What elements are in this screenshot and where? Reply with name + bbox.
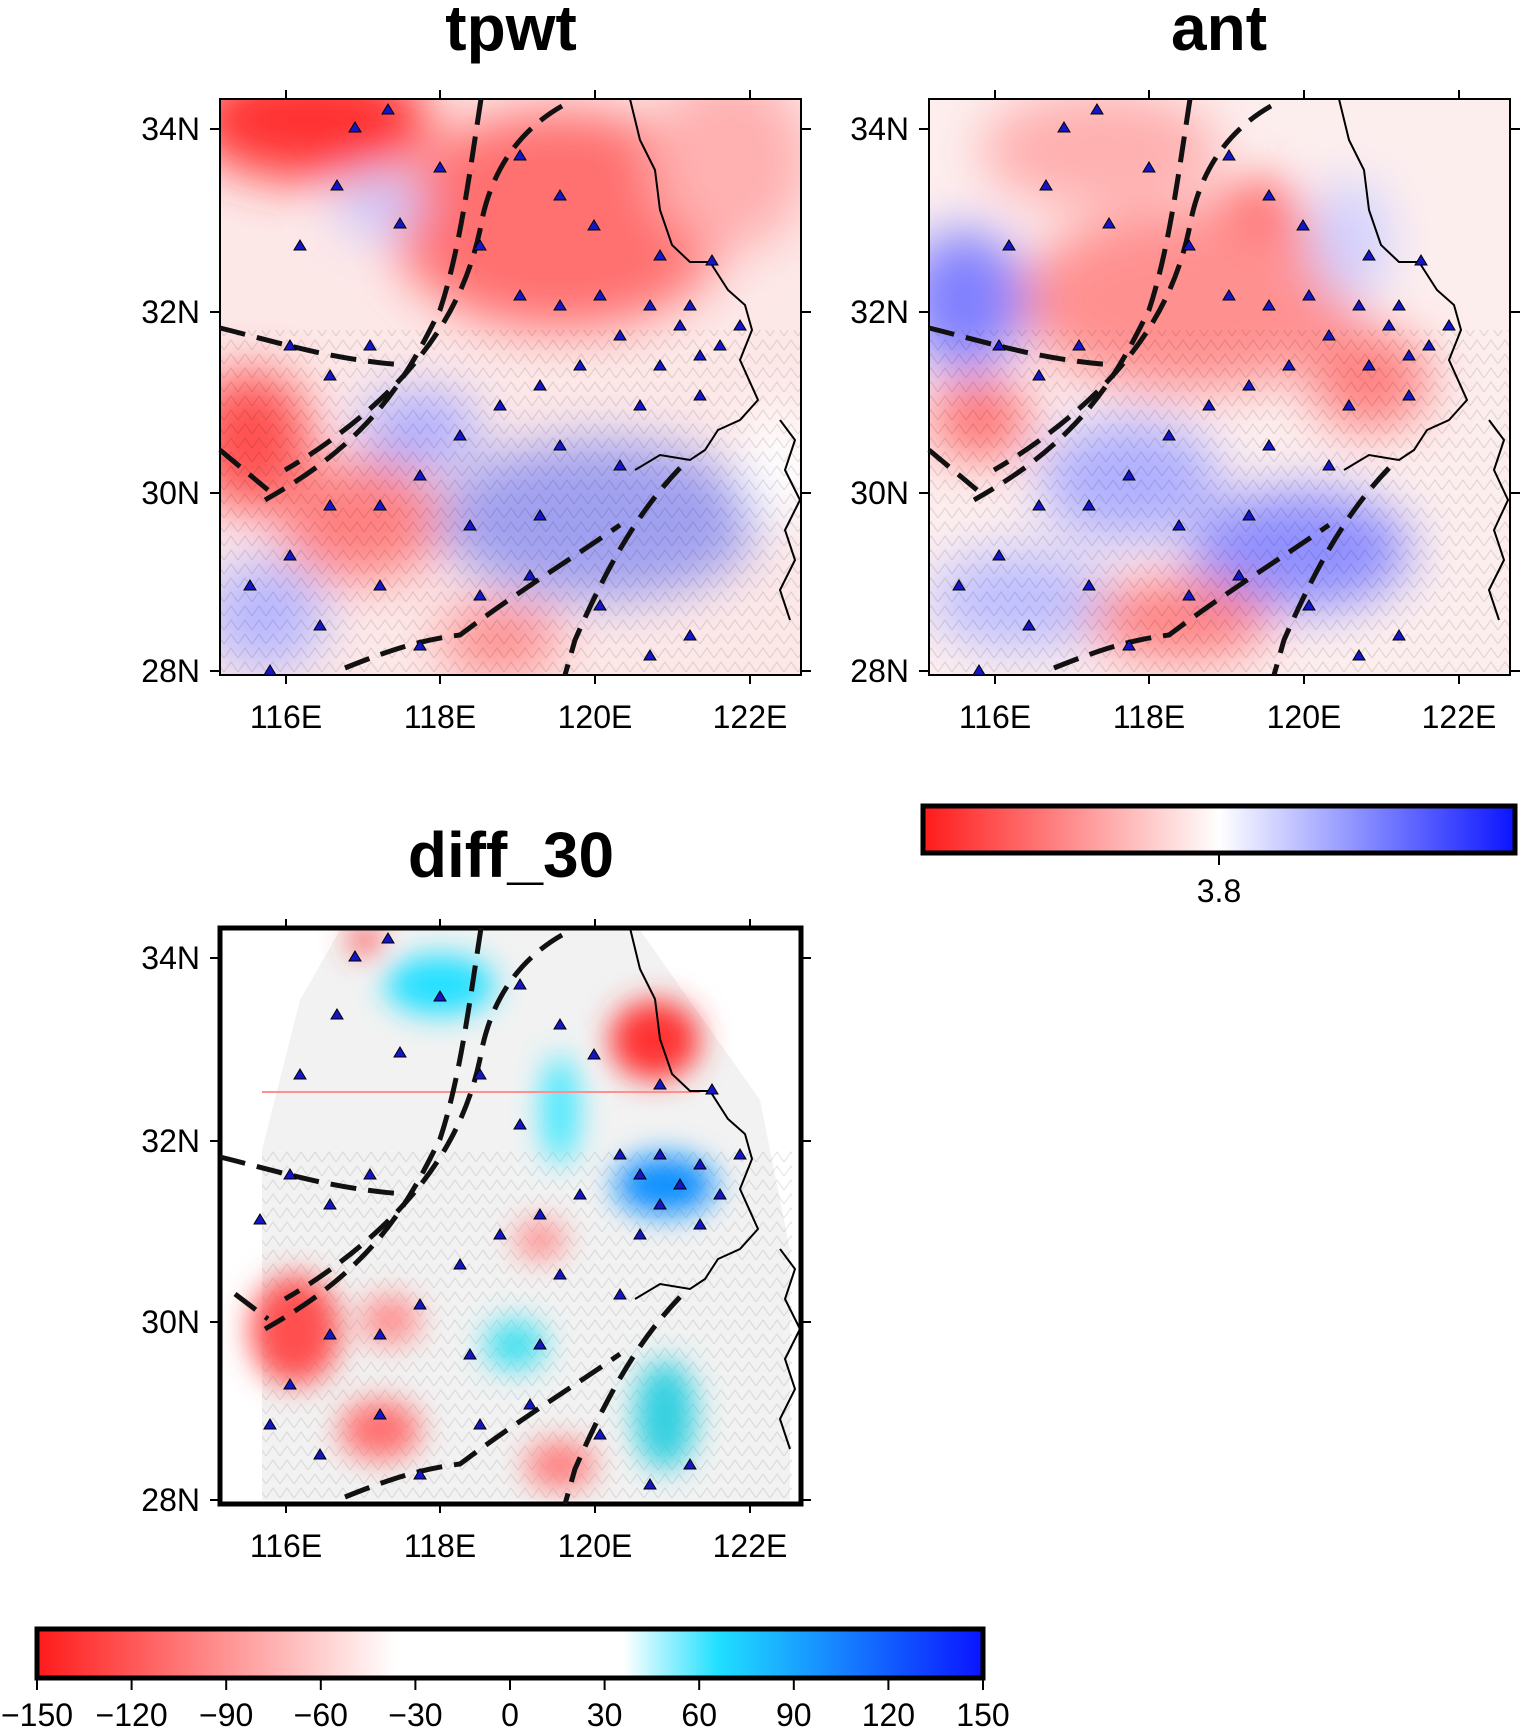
diff-colorbar-tick-label: −60: [294, 1697, 348, 1730]
faults-tpwt: [218, 98, 682, 676]
panel-title-diff-30: diff_30: [408, 819, 614, 891]
lat-tick-28N: 28N: [141, 653, 200, 689]
lon-tick-122E: 122E: [713, 1528, 788, 1564]
lon-tick-122E: 122E: [1422, 699, 1497, 735]
diff-colorbar-tick-label: 60: [681, 1697, 717, 1730]
lat-tick-34N: 34N: [141, 111, 200, 147]
lon-tick-120E: 120E: [558, 1528, 633, 1564]
map-field-tpwt: [219, 98, 802, 676]
lon-tick-118E: 118E: [404, 1528, 476, 1564]
diff-colorbar-tick-label: 120: [862, 1697, 915, 1730]
velocity-colorbar-gradient: [920, 803, 1518, 856]
lat-tick-32N: 32N: [141, 1123, 200, 1159]
stations-tpwt: [243, 103, 747, 676]
coastline-ant: [1338, 98, 1510, 621]
map-field-diff-30: [217, 925, 804, 1507]
diff-colorbar-tick-label: −90: [199, 1697, 253, 1730]
diff-colorbar-tick-label: −120: [96, 1697, 168, 1730]
lon-tick-118E: 118E: [1113, 699, 1185, 735]
stations-ant: [952, 103, 1456, 676]
velocity-colorbar: 3.8: [920, 803, 1518, 909]
panel-title-ant: ant: [1171, 0, 1267, 64]
axis-ticks-ant: 116E 118E 120E 122E 34N 32N 30N 28N: [850, 90, 1520, 735]
lat-tick-34N: 34N: [141, 940, 200, 976]
panel-title-tpwt: tpwt: [445, 0, 577, 64]
lon-tick-122E: 122E: [713, 699, 788, 735]
lat-tick-32N: 32N: [850, 294, 909, 330]
lon-tick-118E: 118E: [404, 699, 476, 735]
diff-colorbar-tick-label: 30: [587, 1697, 623, 1730]
lat-tick-30N: 30N: [850, 475, 909, 511]
panel-diff-30: diff_30: [141, 819, 811, 1564]
panel-tpwt: tpwt: [141, 0, 811, 735]
lat-tick-30N: 30N: [141, 1304, 200, 1340]
coastline-tpwt: [629, 98, 802, 621]
panel-ant: ant: [850, 0, 1520, 735]
coastline-diff-30: [629, 927, 802, 1450]
diff-colorbar-tick-label: 90: [776, 1697, 812, 1730]
axis-ticks-tpwt: 116E 118E 120E 122E 34N 32N 30N 28N: [141, 90, 811, 735]
diff-colorbar: −150 −120 −90 −60 −30 0 30 60 90 120 150: [1, 1626, 1010, 1730]
lon-tick-116E: 116E: [250, 699, 322, 735]
lat-tick-32N: 32N: [141, 294, 200, 330]
lon-tick-116E: 116E: [250, 1528, 322, 1564]
lat-tick-28N: 28N: [850, 653, 909, 689]
faults-diff-30: [219, 927, 682, 1505]
lon-tick-116E: 116E: [959, 699, 1031, 735]
diff-colorbar-gradient: [34, 1626, 986, 1681]
velocity-colorbar-label: 3.8: [1197, 873, 1241, 909]
diff-colorbar-tick-label: −150: [1, 1697, 73, 1730]
diff-colorbar-tick-label: 150: [956, 1697, 1009, 1730]
lat-tick-28N: 28N: [141, 1482, 200, 1518]
faults-ant: [927, 98, 1391, 676]
lat-tick-30N: 30N: [141, 475, 200, 511]
axis-ticks-diff-30: 116E 118E 120E 122E 34N 32N 30N 28N: [141, 919, 811, 1564]
lon-tick-120E: 120E: [1267, 699, 1342, 735]
stations-diff-30: [253, 932, 747, 1490]
lat-tick-34N: 34N: [850, 111, 909, 147]
lon-tick-120E: 120E: [558, 699, 633, 735]
diff-colorbar-tick-label: −30: [388, 1697, 442, 1730]
diff-colorbar-tick-label: 0: [501, 1697, 519, 1730]
